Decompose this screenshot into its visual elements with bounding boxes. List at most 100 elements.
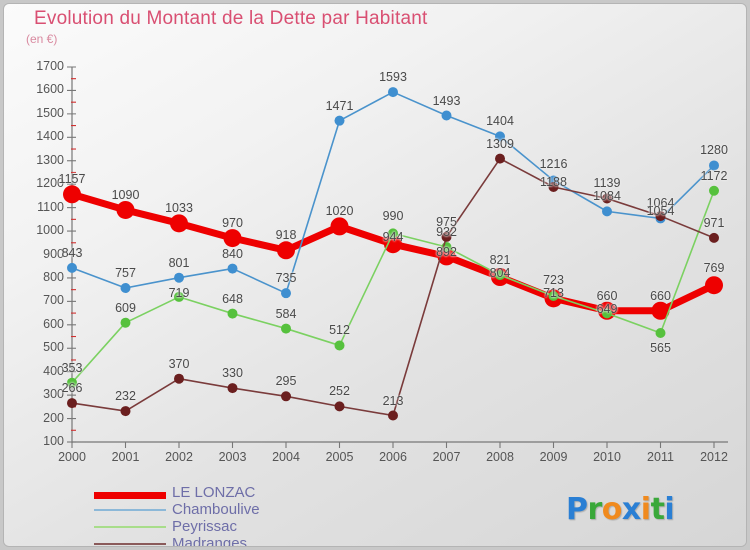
- x-tick-label: 2008: [486, 450, 514, 464]
- data-point: [334, 115, 345, 126]
- data-point: [709, 232, 719, 243]
- data-point: [705, 276, 723, 295]
- point-value-label: 609: [115, 300, 136, 315]
- data-point: [281, 288, 291, 299]
- x-tick-label: 2002: [165, 450, 193, 464]
- data-point: [388, 410, 398, 421]
- logo-letter: o: [601, 492, 623, 527]
- y-tick-label: 1500: [36, 105, 64, 120]
- legend-label: Peyrissac: [172, 518, 238, 535]
- data-point: [227, 383, 238, 394]
- point-value-label: 1309: [486, 136, 514, 151]
- point-value-label: 932: [436, 225, 457, 239]
- logo-letter: i: [640, 492, 651, 527]
- data-point: [709, 160, 719, 171]
- point-value-label: 1157: [58, 172, 86, 187]
- data-point: [602, 308, 612, 319]
- point-value-label: 1280: [700, 143, 728, 158]
- point-value-label: 821: [489, 253, 511, 268]
- x-tick-label: 2006: [379, 450, 407, 464]
- point-value-label: 843: [61, 245, 83, 260]
- point-value-label: 565: [650, 341, 671, 356]
- logo-letter: x: [621, 492, 641, 527]
- data-point: [174, 291, 184, 302]
- x-tick-label: 2010: [593, 450, 621, 464]
- chart-frame: Evolution du Montant de la Dette par Hab…: [4, 4, 746, 546]
- y-tick-label: 1400: [36, 129, 64, 144]
- data-point: [170, 214, 188, 233]
- legend-label: Madranges: [172, 535, 248, 546]
- logo-letter: r: [587, 492, 603, 527]
- series-madranges: [67, 153, 719, 421]
- data-point: [67, 377, 77, 388]
- x-tick-label: 2005: [325, 450, 354, 464]
- data-point: [63, 185, 81, 204]
- legend-label: Chamboulive: [172, 501, 260, 518]
- data-point: [388, 87, 398, 98]
- data-point: [548, 182, 559, 192]
- data-point: [655, 328, 666, 339]
- data-point: [441, 231, 452, 242]
- series-chamboulive: [67, 87, 719, 299]
- proxiti-logo: Proxiti: [566, 492, 675, 527]
- data-point: [174, 373, 184, 384]
- legend-swatch: [94, 526, 166, 528]
- logo-letter: i: [664, 492, 675, 527]
- y-tick-label: 500: [43, 340, 64, 355]
- point-value-label: 713: [543, 286, 564, 301]
- data-point: [174, 272, 184, 283]
- data-point: [655, 211, 666, 222]
- point-value-label: 1090: [111, 187, 140, 202]
- legend-swatch: [94, 543, 166, 545]
- data-point: [120, 317, 131, 328]
- point-value-label: 1188: [540, 175, 567, 189]
- point-value-label: 971: [703, 215, 725, 230]
- y-tick-label: 700: [43, 293, 64, 308]
- y-tick-label: 900: [43, 246, 64, 261]
- x-tick-label: 2000: [58, 450, 86, 464]
- y-tick-label: 600: [43, 316, 64, 331]
- point-value-label: 266: [61, 381, 83, 396]
- point-value-label: 330: [222, 366, 243, 381]
- point-value-label: 649: [596, 302, 618, 317]
- data-point: [388, 228, 398, 239]
- point-value-label: 840: [222, 246, 243, 261]
- point-value-label: 1054: [646, 204, 675, 219]
- point-value-label: 1020: [325, 204, 354, 219]
- logo-letter: P: [566, 492, 588, 527]
- data-point: [120, 283, 131, 294]
- point-value-label: 892: [436, 245, 457, 260]
- point-value-label: 1084: [593, 189, 621, 204]
- y-tick-label: 1300: [36, 152, 64, 167]
- data-point: [120, 406, 131, 417]
- y-tick-label: 800: [43, 269, 64, 284]
- data-point: [495, 153, 505, 164]
- chart-subtitle: (en €): [26, 32, 58, 46]
- point-value-label: 757: [115, 266, 136, 281]
- point-value-label: 918: [275, 228, 297, 243]
- x-tick-label: 2004: [272, 450, 300, 464]
- point-value-label: 584: [275, 306, 297, 321]
- y-tick-label: 300: [43, 387, 64, 402]
- x-tick-label: 2007: [432, 450, 461, 464]
- point-value-label: 735: [275, 271, 297, 286]
- point-value-label: 660: [650, 288, 671, 303]
- data-point: [227, 263, 238, 274]
- point-value-label: 1471: [325, 98, 354, 113]
- point-value-label: 1216: [539, 157, 568, 172]
- data-point: [602, 206, 612, 217]
- point-value-label: 232: [115, 389, 136, 404]
- point-value-label: 1139: [593, 176, 621, 191]
- logo-letter: t: [650, 492, 665, 527]
- point-value-label: 648: [222, 291, 243, 306]
- data-point: [384, 235, 402, 254]
- point-value-label: 353: [61, 360, 83, 375]
- data-point: [495, 270, 505, 281]
- data-point: [67, 262, 77, 273]
- data-point: [334, 340, 345, 351]
- point-value-label: 801: [168, 255, 190, 270]
- data-point: [330, 217, 349, 236]
- point-value-label: 804: [489, 266, 511, 280]
- point-value-label: 970: [222, 216, 243, 231]
- y-tick-label: 1000: [36, 223, 64, 238]
